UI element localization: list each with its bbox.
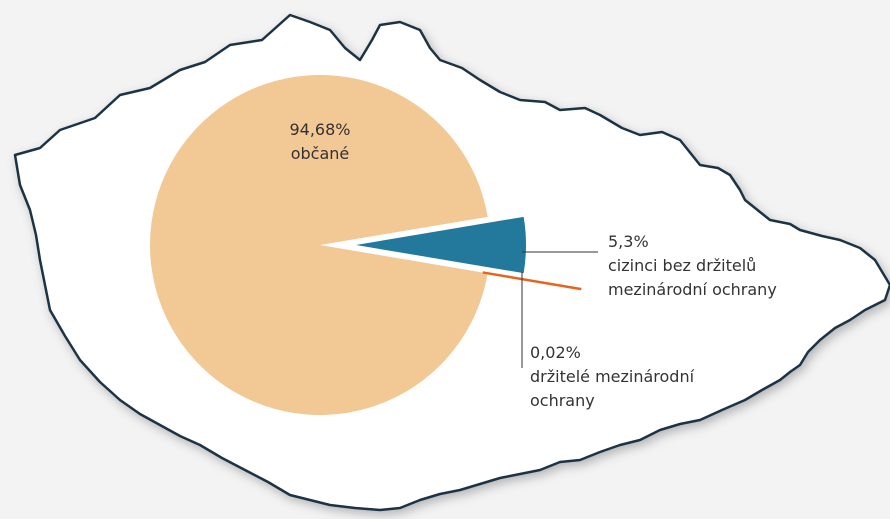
value-label: 94,68% xyxy=(289,120,350,139)
value-label: 5,3% xyxy=(608,232,649,251)
pie-slice xyxy=(150,74,488,415)
category-label: občané xyxy=(291,144,350,163)
category-label: cizinci bez držitelů mezinárodní ochrany xyxy=(608,256,777,299)
value-label: 0,02% xyxy=(530,343,581,362)
category-label: držitelé mezinárodní ochrany xyxy=(530,367,699,410)
pie-slice xyxy=(482,271,582,291)
pie-slice xyxy=(356,216,527,274)
